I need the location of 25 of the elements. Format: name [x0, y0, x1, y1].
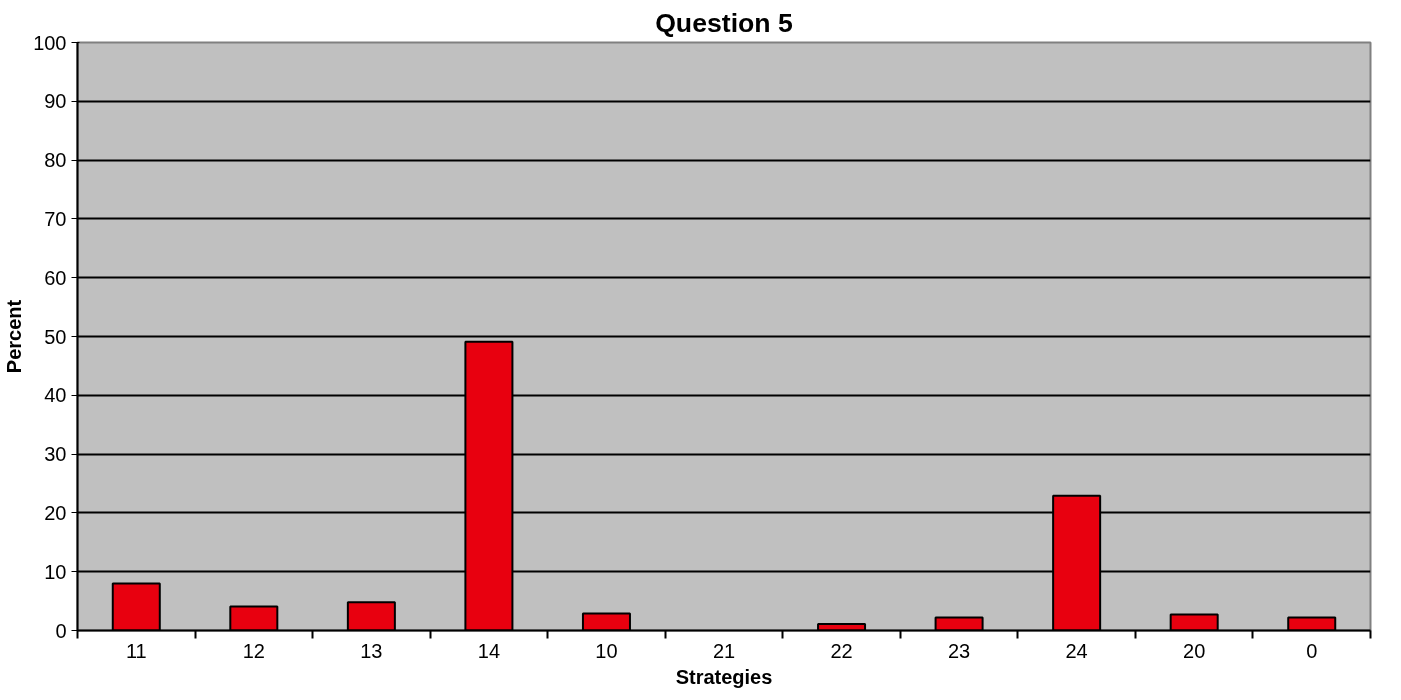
y-tick-label: 100	[33, 31, 67, 54]
y-tick-label: 50	[44, 325, 67, 348]
y-tick-label: 90	[44, 90, 67, 113]
x-tick-label: 11	[125, 639, 147, 662]
x-tick-label: 21	[712, 639, 736, 662]
y-tick-label: 30	[44, 443, 67, 466]
y-tick-label: 20	[44, 501, 67, 524]
x-tick-label: 10	[595, 639, 618, 662]
x-tick-label: 20	[1183, 639, 1206, 662]
y-tick-label: 10	[44, 560, 67, 583]
x-tick-label: 12	[242, 639, 265, 662]
y-tick-label: 60	[44, 266, 67, 289]
x-tick-label: 0	[1306, 639, 1318, 662]
chart-title: Question 5	[655, 7, 794, 38]
x-tick-label: 24	[1065, 639, 1088, 662]
y-tick-label: 40	[44, 384, 67, 407]
x-tick-label: 14	[477, 639, 501, 662]
y-axis-title: Percent	[3, 299, 26, 374]
y-tick-label: 0	[55, 619, 67, 642]
y-tick-label: 70	[44, 207, 67, 230]
x-tick-label: 13	[360, 639, 383, 662]
x-axis-title: Strategies	[675, 665, 773, 688]
y-tick-label: 80	[44, 149, 67, 172]
x-tick-label: 22	[830, 639, 853, 662]
x-tick-label: 23	[947, 639, 971, 662]
